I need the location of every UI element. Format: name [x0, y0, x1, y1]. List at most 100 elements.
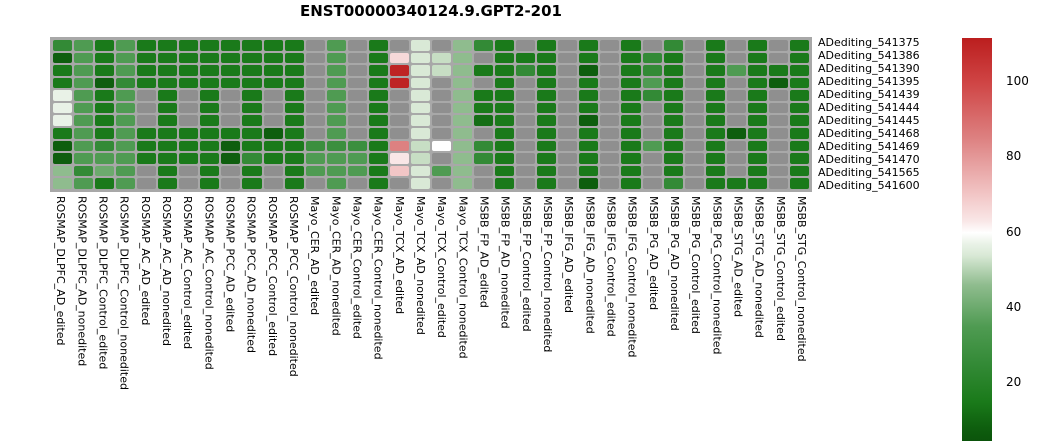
heatmap-cell [200, 53, 219, 64]
heatmap-cell [285, 166, 304, 177]
heatmap-cell [200, 115, 219, 126]
heatmap-cell [285, 103, 304, 114]
heatmap-cell [116, 90, 135, 101]
row-label: ADediting_541444 [818, 102, 920, 114]
heatmap-cell [327, 90, 346, 101]
heatmap-cell [685, 115, 704, 126]
heatmap-cell [495, 78, 514, 89]
heatmap-cell [369, 40, 388, 51]
column-label: ROSMAP_PCC_AD_nonedited [245, 196, 258, 353]
column-label: Mayo_TCX_Control_nonedited [456, 196, 469, 359]
heatmap-cell [200, 128, 219, 139]
heatmap-cell [769, 166, 788, 177]
heatmap-cell [306, 53, 325, 64]
heatmap-cell [537, 40, 556, 51]
heatmap-cell [748, 40, 767, 51]
row-label: ADediting_541565 [818, 167, 920, 179]
heatmap-cell [558, 78, 577, 89]
heatmap-cell [348, 141, 367, 152]
heatmap-cell [600, 40, 619, 51]
heatmap-cell [264, 128, 283, 139]
column-label: Mayo_CER_AD_edited [308, 196, 321, 315]
heatmap-cell [327, 115, 346, 126]
heatmap-cell [748, 128, 767, 139]
heatmap-cell [369, 178, 388, 189]
heatmap-cell [474, 90, 493, 101]
heatmap-cell [706, 115, 725, 126]
heatmap-cell [116, 78, 135, 89]
heatmap-cell [474, 115, 493, 126]
heatmap-cell [579, 141, 598, 152]
heatmap-cell [769, 53, 788, 64]
heatmap-cell [411, 166, 430, 177]
heatmap-cell [727, 128, 746, 139]
heatmap-cell [706, 141, 725, 152]
heatmap-cell [74, 65, 93, 76]
heatmap-cell [790, 40, 809, 51]
heatmap-cell [579, 128, 598, 139]
heatmap-cell [664, 65, 683, 76]
heatmap-cell [306, 153, 325, 164]
heatmap-cell [158, 166, 177, 177]
colorbar-tick-label: 40 [1006, 300, 1021, 314]
heatmap-cell [600, 178, 619, 189]
heatmap-cell [474, 40, 493, 51]
heatmap-cell [74, 103, 93, 114]
heatmap-cell [558, 103, 577, 114]
row-label: ADediting_541395 [818, 76, 920, 88]
heatmap-cell [116, 103, 135, 114]
column-label: MSBB_IFG_AD_nonedited [583, 196, 596, 334]
heatmap-cell [516, 103, 535, 114]
heatmap-cell [390, 115, 409, 126]
heatmap-cell [558, 90, 577, 101]
heatmap-cell [769, 90, 788, 101]
heatmap-cell [369, 115, 388, 126]
heatmap-cell [664, 141, 683, 152]
heatmap-cell [53, 153, 72, 164]
heatmap-cell [432, 65, 451, 76]
heatmap-cell [369, 128, 388, 139]
heatmap-cell [221, 178, 240, 189]
heatmap-cell [790, 103, 809, 114]
heatmap-cell [432, 40, 451, 51]
heatmap-cell [495, 178, 514, 189]
row-labels: ADediting_541375ADediting_541386ADeditin… [818, 36, 920, 192]
heatmap-cell [685, 178, 704, 189]
heatmap-cell [432, 53, 451, 64]
heatmap-cell [453, 128, 472, 139]
colorbar-tick-label: 100 [1006, 74, 1029, 88]
heatmap-cell [727, 115, 746, 126]
heatmap-cell [95, 65, 114, 76]
heatmap-cell [474, 103, 493, 114]
heatmap-cell [643, 141, 662, 152]
heatmap-cell [664, 128, 683, 139]
heatmap-cell [411, 178, 430, 189]
heatmap-cell [200, 153, 219, 164]
heatmap-cell [579, 115, 598, 126]
heatmap-cell [74, 178, 93, 189]
heatmap-cell [137, 128, 156, 139]
heatmap-cell [727, 53, 746, 64]
heatmap-cell [537, 128, 556, 139]
heatmap-cell [432, 115, 451, 126]
heatmap-cell [221, 53, 240, 64]
heatmap-cell [74, 153, 93, 164]
heatmap-cell [643, 128, 662, 139]
heatmap-cell [158, 53, 177, 64]
heatmap-cell [264, 153, 283, 164]
heatmap-cell [706, 153, 725, 164]
heatmap-cell [306, 65, 325, 76]
heatmap-cell [74, 115, 93, 126]
heatmap-cell [264, 65, 283, 76]
heatmap-cell [706, 40, 725, 51]
heatmap-cell [348, 115, 367, 126]
heatmap-cell [411, 103, 430, 114]
heatmap-cell [242, 65, 261, 76]
heatmap-cell [727, 103, 746, 114]
heatmap-cell [158, 153, 177, 164]
heatmap-cell [390, 78, 409, 89]
heatmap-cell [53, 53, 72, 64]
heatmap-cell [432, 166, 451, 177]
heatmap-cell [495, 90, 514, 101]
column-label: MSBB_PG_Control_nonedited [710, 196, 723, 355]
